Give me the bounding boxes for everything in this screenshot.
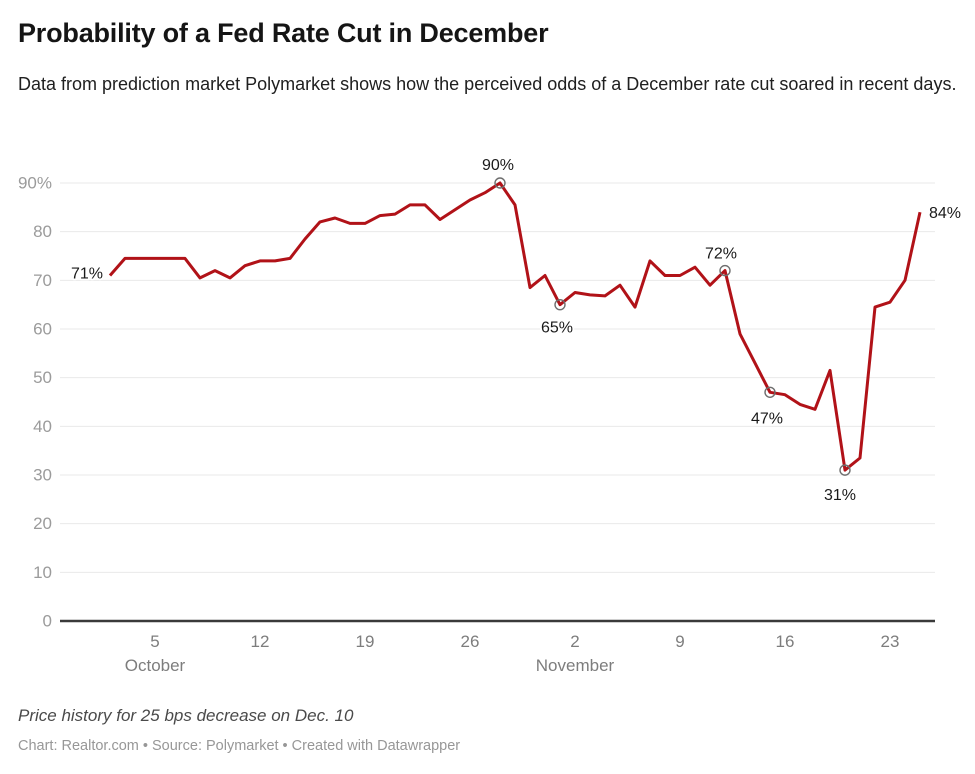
- data-label: 90%: [482, 157, 514, 174]
- y-tick-label: 90%: [18, 173, 52, 192]
- x-tick-label: 19: [356, 632, 375, 651]
- point-marker: [554, 298, 566, 311]
- y-tick-label: 40: [33, 417, 52, 436]
- annotations-group: 71% 90% 65% 72% 47% 31% 84%: [69, 155, 963, 506]
- point-marker: [719, 264, 731, 277]
- point-marker: [494, 177, 506, 189]
- series-line: [108, 181, 922, 472]
- data-label: 47%: [751, 410, 783, 427]
- gridlines-group: [60, 182, 935, 623]
- chart-credit: Chart: Realtor.com • Source: Polymarket …: [18, 738, 461, 754]
- x-tick-label: 5: [150, 632, 159, 651]
- y-tick-label: 0: [43, 612, 52, 631]
- data-label: 65%: [541, 320, 573, 337]
- point-marker: [764, 386, 776, 398]
- y-tick-label: 70: [33, 271, 52, 290]
- y-tick-label: 80: [33, 222, 52, 241]
- chart-title: Probability of a Fed Rate Cut in Decembe…: [18, 18, 549, 48]
- x-tick-label: 2: [570, 632, 579, 651]
- x-tick-label: 23: [881, 632, 900, 651]
- data-label: 71%: [71, 265, 103, 282]
- data-label: 84%: [929, 205, 961, 222]
- chart-subtitle: Data from prediction market Polymarket s…: [18, 74, 957, 94]
- line-chart-svg: 0 10 20 30 40 50 60 70 80 90% 5 12 19 26 2 9 16 23 Octobe…: [18, 155, 963, 675]
- x-axis-labels-group: 5 12 19 26 2 9 16 23 October November: [125, 632, 900, 675]
- y-tick-label: 10: [33, 563, 52, 582]
- y-tick-label: 60: [33, 319, 52, 338]
- data-label: 31%: [824, 487, 856, 504]
- y-tick-label: 20: [33, 514, 52, 533]
- y-tick-label: 50: [33, 368, 52, 387]
- y-axis-labels-group: 0 10 20 30 40 50 60 70 80 90%: [18, 173, 52, 630]
- month-label: October: [125, 656, 186, 675]
- chart-note: Price history for 25 bps decrease on Dec…: [18, 706, 354, 725]
- point-marker: [839, 464, 851, 476]
- x-tick-label: 9: [675, 632, 684, 651]
- x-tick-label: 26: [461, 632, 480, 651]
- month-label: November: [536, 656, 615, 675]
- x-tick-label: 16: [776, 632, 795, 651]
- y-tick-label: 30: [33, 465, 52, 484]
- x-tick-label: 12: [251, 632, 270, 651]
- data-label: 72%: [705, 246, 737, 263]
- series-group: [108, 181, 922, 472]
